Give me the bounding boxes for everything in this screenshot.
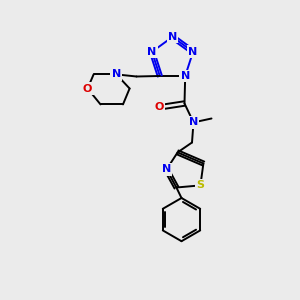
Text: N: N (162, 164, 171, 175)
Text: S: S (196, 180, 204, 190)
Text: N: N (181, 71, 190, 81)
Text: N: N (168, 32, 177, 42)
Text: N: N (188, 47, 198, 57)
Text: N: N (189, 117, 198, 128)
Text: N: N (112, 69, 121, 80)
Text: O: O (154, 102, 164, 112)
Text: N: N (147, 47, 157, 57)
Text: O: O (83, 83, 92, 94)
